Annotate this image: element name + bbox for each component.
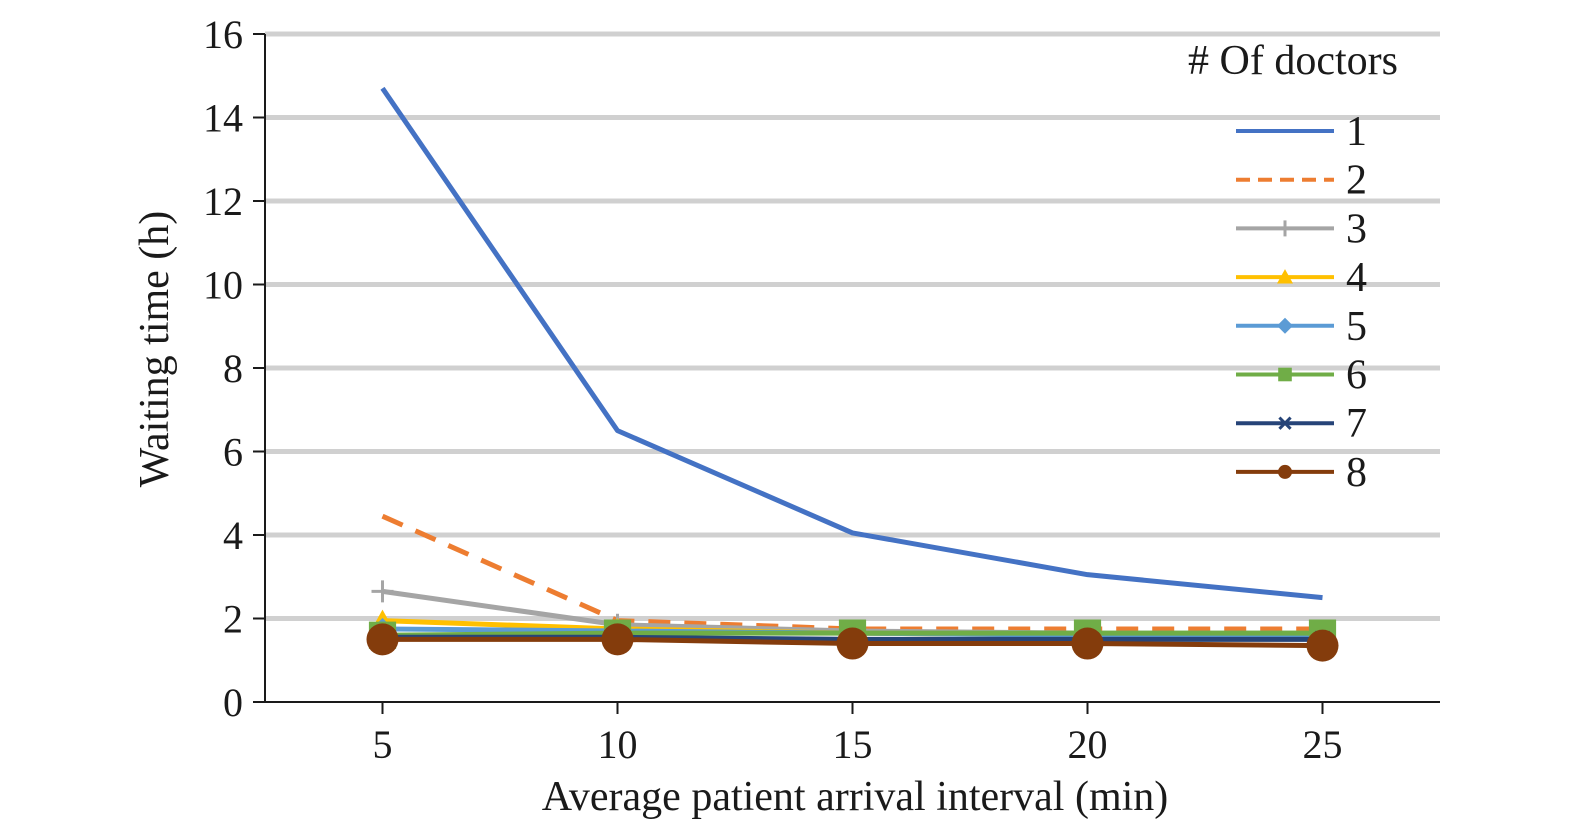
data-point-series-8 <box>601 623 634 656</box>
legend-label-5: 5 <box>1346 304 1367 350</box>
data-point-series-8 <box>1306 629 1339 662</box>
legend-label-6: 6 <box>1346 353 1367 399</box>
series-line-2 <box>381 513 1323 632</box>
legend-label-7: 7 <box>1346 401 1367 447</box>
legend-title: # Of doctors <box>1188 38 1398 84</box>
x-tick-label: 25 <box>1303 722 1343 767</box>
y-tick-label: 4 <box>223 513 243 558</box>
y-tick-label: 0 <box>223 680 243 725</box>
data-point-series-8 <box>366 623 399 656</box>
data-point-series-8 <box>836 627 869 660</box>
series-lines <box>366 86 1339 662</box>
legend-marker-5 <box>1277 317 1293 334</box>
y-tick-label: 2 <box>223 597 243 642</box>
data-point-series-3 <box>371 580 394 603</box>
legend-label-3: 3 <box>1346 206 1367 252</box>
series-line-1 <box>380 86 1323 601</box>
y-tick-label: 12 <box>203 179 243 224</box>
x-tick-label: 20 <box>1068 722 1108 767</box>
y-tick-label: 16 <box>203 12 243 57</box>
x-tick-label: 5 <box>373 722 393 767</box>
legend-marker-4 <box>1277 269 1293 284</box>
legend-marker-8 <box>1278 464 1292 479</box>
data-point-series-8 <box>1071 627 1104 660</box>
y-axis-title: Waiting time (h) <box>132 211 178 488</box>
y-tick-label: 14 <box>203 96 243 141</box>
y-tick-label: 8 <box>223 346 243 391</box>
legend-marker-3 <box>1277 220 1293 237</box>
x-tick-label: 10 <box>598 722 638 767</box>
y-tick-label: 6 <box>223 430 243 475</box>
legend-label-1: 1 <box>1346 109 1367 155</box>
legend-marker-7 <box>1278 416 1292 430</box>
x-tick-label: 15 <box>833 722 873 767</box>
x-axis-title: Average patient arrival interval (min) <box>542 774 1169 820</box>
legend-label-4: 4 <box>1346 255 1367 301</box>
legend-label-8: 8 <box>1346 450 1367 496</box>
legend-label-2: 2 <box>1346 158 1367 204</box>
y-tick-label: 10 <box>203 263 243 308</box>
legend-marker-6 <box>1278 367 1292 382</box>
